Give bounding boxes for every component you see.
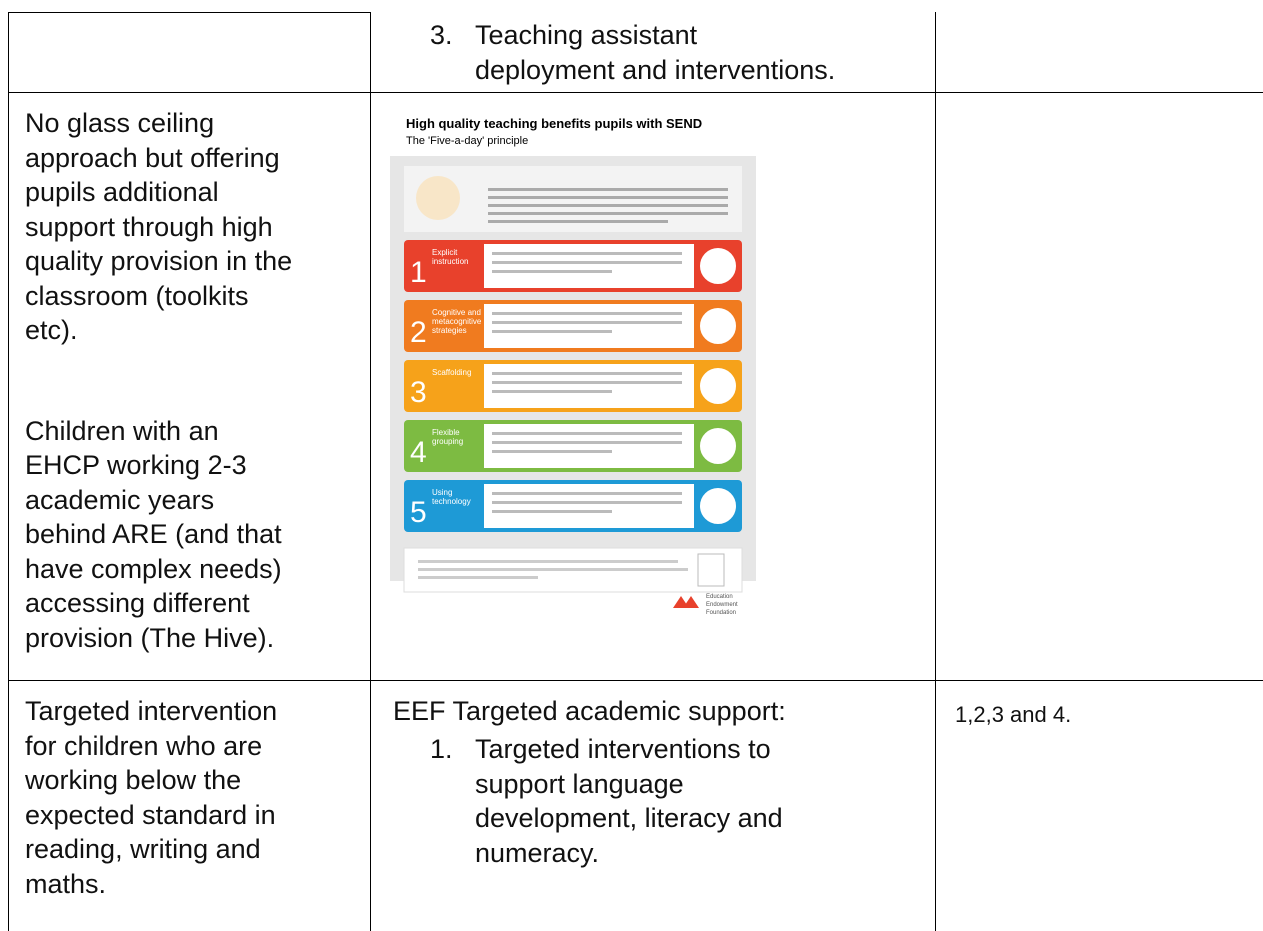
- band-text-box: [484, 484, 694, 528]
- band-text-box: [484, 364, 694, 408]
- border: [8, 680, 1263, 681]
- text-placeholder: [492, 312, 682, 315]
- band-label-box: Scaffolding: [432, 368, 472, 377]
- text-line: reading, writing and: [25, 834, 261, 864]
- text-line: working below the: [25, 765, 242, 795]
- text-line: pupils additional: [25, 177, 219, 207]
- band-icon: [696, 304, 740, 348]
- logo-mark: [673, 596, 699, 608]
- text-placeholder: [492, 492, 682, 495]
- text-placeholder: [492, 270, 612, 273]
- band-label: Scaffolding: [432, 368, 472, 377]
- text-line: EHCP working 2-3: [25, 450, 247, 480]
- text-placeholder: [492, 390, 612, 393]
- text-line: Targeted intervention: [25, 696, 278, 726]
- text-placeholder: [492, 501, 682, 504]
- text-placeholder: [492, 381, 682, 384]
- band-label: Cognitive and metacognitive strategies: [432, 308, 482, 335]
- logo-text: Education: [706, 594, 733, 600]
- intro-icon: [416, 176, 460, 220]
- report-icon: [697, 553, 725, 587]
- band-icon: [696, 424, 740, 468]
- text-line: 3.: [430, 20, 453, 50]
- band-label: Using technology: [432, 488, 471, 506]
- text-line: academic years: [25, 484, 215, 515]
- text-line: support through high: [25, 211, 273, 242]
- border: [8, 12, 370, 13]
- text-line: maths.: [25, 868, 107, 899]
- band-label-box: Cognitive and metacognitive strategies: [432, 308, 482, 335]
- text-line: deployment and interventions.: [475, 55, 836, 85]
- band-number: 2: [410, 316, 427, 349]
- text-placeholder: [492, 321, 682, 324]
- text-placeholder: [492, 510, 612, 513]
- text-line: for children who are: [25, 730, 263, 761]
- text-placeholder: [492, 432, 682, 435]
- text-line: support language: [475, 768, 684, 799]
- text-placeholder: [492, 261, 682, 264]
- infographic: High quality teaching benefits pupils wi…: [390, 116, 756, 616]
- logo-text: Foundation: [706, 610, 736, 616]
- text-line: No glass ceiling: [25, 108, 215, 138]
- border: [8, 92, 1263, 93]
- band-number: 3: [410, 376, 427, 409]
- text-line: Targeted interventions to: [475, 734, 771, 764]
- text-line: accessing different: [25, 588, 250, 618]
- band-text-box: [484, 304, 694, 348]
- band-number: 5: [410, 496, 427, 529]
- text-line: Children with an: [25, 415, 219, 446]
- infographic-title: High quality teaching benefits pupils wi…: [406, 116, 702, 131]
- text-line: 1,2,3 and 4.: [955, 702, 1072, 727]
- text-line: Teaching assistant: [475, 20, 698, 50]
- text-line: have complex needs): [25, 553, 282, 584]
- band-text-box: [484, 424, 694, 468]
- text-line: expected standard in: [25, 799, 276, 830]
- band-icon: [696, 484, 740, 528]
- text-line: development, literacy and: [475, 803, 783, 833]
- band-label-box: Using technology: [432, 488, 471, 506]
- text-line: behind ARE (and that: [25, 519, 282, 549]
- text-line: provision (The Hive).: [25, 622, 275, 653]
- band-label: Flexible grouping: [432, 428, 464, 446]
- border: [8, 12, 9, 931]
- band-number: 1: [410, 256, 427, 289]
- border: [935, 12, 936, 931]
- text-line: etc).: [25, 315, 78, 345]
- infographic-subtitle: The 'Five-a-day' principle: [406, 135, 528, 147]
- band-text-box: [484, 244, 694, 288]
- text-line: 1.: [430, 734, 453, 764]
- text-line: classroom (toolkits: [25, 280, 249, 311]
- text-placeholder: [492, 252, 682, 255]
- band-label-box: Explicit instruction: [432, 248, 469, 266]
- band-icon: [696, 364, 740, 408]
- text-placeholder: [492, 330, 612, 333]
- text-line: approach but offering: [25, 142, 280, 173]
- border: [370, 12, 371, 931]
- text-line: EEF Targeted academic support:: [393, 696, 786, 726]
- band-number: 4: [410, 436, 427, 469]
- band-label-box: Flexible grouping: [432, 428, 464, 446]
- text-placeholder: [492, 450, 612, 453]
- logo-text: Endowment: [706, 602, 738, 608]
- band-label: Explicit instruction: [432, 248, 469, 266]
- band-icon: [696, 244, 740, 288]
- text-line: quality provision in the: [25, 246, 293, 276]
- text-line: numeracy.: [475, 837, 600, 868]
- text-placeholder: [492, 441, 682, 444]
- text-placeholder: [492, 372, 682, 375]
